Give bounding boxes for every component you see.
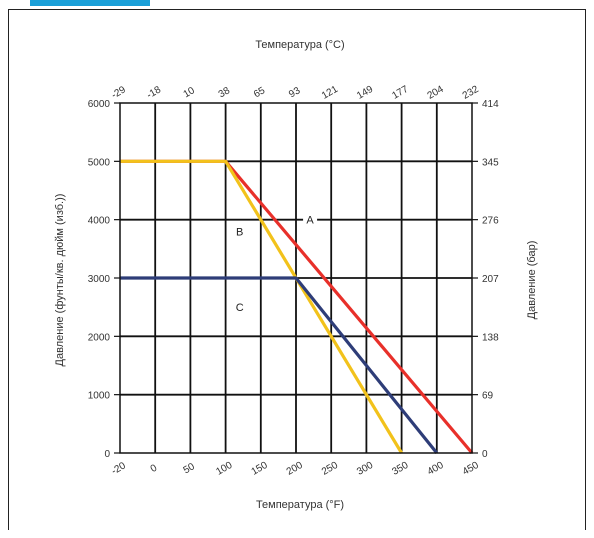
- y-tick-label-left: 2000: [88, 332, 111, 343]
- y-tick-label-right: 345: [482, 157, 499, 168]
- y-tick-label-left: 5000: [88, 157, 111, 168]
- header-accent-strip: [30, 0, 150, 6]
- x-tick-label-bottom: 300: [355, 460, 375, 478]
- x-tick-label-top: 121: [320, 84, 340, 102]
- figure-frame: [8, 9, 586, 530]
- y-tick-label-left: 4000: [88, 216, 111, 227]
- y-tick-label-right: 207: [482, 274, 499, 285]
- x-tick-label-bottom: 0: [149, 462, 160, 475]
- x-tick-label-top: 65: [252, 85, 268, 100]
- annotation-bg: [232, 223, 247, 240]
- y-tick-label-left: 3000: [88, 274, 111, 285]
- x-tick-label-bottom: 100: [214, 460, 234, 478]
- y-tick-label-right: 0: [482, 449, 488, 460]
- x-tick-label-top: 10: [182, 85, 198, 100]
- x-tick-label-top: 38: [217, 85, 233, 100]
- y-tick-label-right: 414: [482, 99, 499, 110]
- x-tick-label-top: 149: [355, 84, 375, 102]
- x-tick-label-top: 177: [390, 84, 410, 102]
- x-tick-label-top: 93: [287, 85, 303, 100]
- series-line-2: [120, 159, 403, 454]
- annotation-label-b: B: [236, 226, 243, 238]
- y-tick-label-left: 6000: [88, 99, 111, 110]
- annotation-label-c: C: [236, 302, 244, 314]
- y-tick-label-right: 69: [482, 391, 494, 402]
- x-tick-label-top: 232: [461, 84, 481, 102]
- x-tick-label-bottom: 50: [182, 461, 198, 476]
- plot-border: [119, 102, 473, 454]
- x-tick-label-top: -18: [145, 84, 163, 101]
- x-tick-label-bottom: 250: [320, 460, 340, 478]
- x-tick-label-top: 204: [426, 84, 446, 102]
- y-axis-right-title: Давление (бар): [526, 241, 538, 320]
- x-tick-label-top: -29: [110, 84, 128, 101]
- annotation-bg: [303, 211, 318, 228]
- y-axis-left-title: Давление (фунты/кв. дюйм (изб.)): [54, 194, 66, 367]
- x-tick-label-bottom: 450: [461, 460, 481, 478]
- series-line-3: [120, 276, 439, 455]
- chart-series: [120, 159, 474, 455]
- y-tick-label-right: 138: [482, 332, 499, 343]
- annotation-bg: [232, 299, 247, 316]
- y-tick-label-left: 0: [104, 449, 110, 460]
- x-axis-bottom-title: Температура (°F): [256, 499, 344, 511]
- annotation-label-a: A: [306, 215, 314, 227]
- x-axis-top-title: Температура (°C): [255, 39, 344, 51]
- y-tick-label-right: 276: [482, 216, 499, 227]
- x-tick-label-bottom: 400: [426, 460, 446, 478]
- x-tick-label-bottom: 200: [285, 460, 305, 478]
- chart-annotations: A B C: [232, 211, 318, 316]
- x-tick-label-bottom: 150: [250, 460, 270, 478]
- y-tick-label-left: 1000: [88, 391, 111, 402]
- x-tick-label-bottom: 350: [390, 460, 410, 478]
- x-tick-label-bottom: -20: [110, 460, 128, 477]
